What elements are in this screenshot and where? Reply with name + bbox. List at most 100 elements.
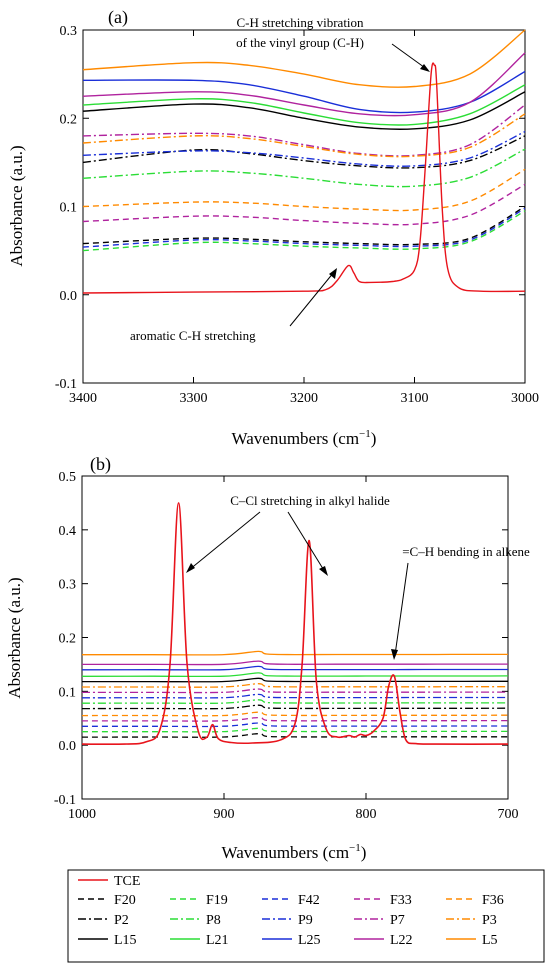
panel-b-series-f19 [81, 727, 508, 733]
legend-label-p7: P7 [390, 913, 405, 928]
panel-b-series [81, 502, 509, 746]
panel-a-series-l22 [82, 52, 526, 117]
panel-b-series-p8 [81, 699, 508, 704]
panel-b-label: (b) [90, 454, 111, 475]
panel-b-series-f33 [81, 716, 508, 722]
legend-label-f33: F33 [390, 893, 412, 908]
panel-a-ticks: 3400 3300 3200 3100 3000 -0.1 0.0 0.1 0.2 0.3 [55, 24, 539, 406]
panel-a-series-tce [82, 62, 526, 294]
panel-b-annotation-ccl: C–Cl stretching in alkyl halide [230, 493, 390, 508]
panel-a-ytick-label-0: -0.1 [55, 377, 77, 392]
panel-b-annotation-ccl-arrowhead1 [186, 563, 195, 573]
panel-b-series-l21 [81, 672, 509, 678]
panel-b-annotation-bending-arrow [394, 562, 409, 656]
panel-b-ytick-label-4: 0.3 [59, 578, 77, 593]
legend-label-p8: P8 [206, 913, 221, 928]
panel-b-annotation-ccl-arrowhead2 [319, 566, 328, 576]
panel-a-xtick-label-4: 3000 [511, 391, 539, 406]
panel-b-ticks: 1000 900 800 700 -0.1 0.0 0.1 0.2 0.3 0.4 0.5 [54, 470, 519, 822]
panel-a-annotation-aromatic-arrowhead [329, 268, 337, 279]
panel-b: (b) 1000 900 800 700-0.10.00.10.20.30.40.5 … [5, 454, 530, 862]
panel-b-xlabel: Wavenumbers (cm−1) [222, 842, 367, 862]
panel-b-series-p9 [81, 693, 508, 699]
panel-b-series-f20 [81, 733, 508, 738]
panel-a-xtick-label-0: 3400 [69, 391, 97, 406]
panel-a-series-f20 [82, 205, 526, 246]
panel-b-series-f42 [82, 722, 508, 728]
panel-b-series-f36 [81, 711, 509, 717]
panel-a-series-f36 [82, 168, 526, 212]
legend-label-p3: P3 [482, 913, 497, 928]
legend-label-f20: F20 [114, 893, 136, 908]
panel-a-series-f33 [82, 183, 526, 226]
panel-b-xtick-label-2: 800 [356, 807, 377, 822]
legend-frame [67, 869, 545, 963]
panel-b-series-l22 [82, 660, 508, 666]
panel-a-xtick-label-2: 3200 [290, 391, 318, 406]
panel-b-series-p7 [81, 688, 508, 694]
panel-a-ytick-label-2: 0.1 [60, 201, 78, 216]
panel-a-series-l25 [82, 70, 526, 114]
panel-a-series-f19 [82, 210, 526, 252]
panel-a-series-p9 [82, 130, 526, 167]
panel-b-series-l5 [82, 650, 508, 656]
panel-b-xtick-label-0: 1000 [68, 807, 96, 822]
panel-a-annotation-vinyl-arrowhead [420, 64, 430, 72]
panel-b-xtick-label-3: 700 [498, 807, 519, 822]
panel-a-annotation-aromatic-arrow [289, 271, 335, 327]
panel-a-ylabel: Absorbance (a.u.) [7, 145, 26, 266]
panel-b-ytick-label-6: 0.5 [59, 470, 77, 485]
panel-a-series-p8 [82, 148, 526, 188]
panel-b-ylabel: Absorbance (a.u.) [5, 577, 24, 698]
legend-items: TCE F20 F19 F42 F33 F36 P2 P8 P9 P7 P3 L15 L21 L25 L22… [78, 874, 504, 948]
panel-a-series-l15 [82, 91, 526, 130]
legend-label-l5: L5 [482, 933, 498, 948]
panel-b-annotation-bending: =C–H bending in alkene [402, 544, 530, 559]
panel-b-plot-frame [81, 475, 509, 800]
panel-b-series-p2 [81, 704, 509, 710]
legend: TCE F20 F19 F42 F33 F36 P2 P8 P9 P7 P3 L15 L21 L25 L22… [67, 869, 545, 963]
panel-a-ytick-label-4: 0.3 [60, 24, 78, 39]
panel-a-series-l5 [82, 29, 526, 88]
panel-b-ytick-label-0: -0.1 [54, 793, 76, 808]
panel-a: (a) 3400 3300 3200 3100 3000 -0.1 0.0 0.1 0.2 0.3… [7, 7, 539, 448]
panel-b-annotation-ccl-arrow2 [287, 511, 326, 573]
panel-a-xtick-label-3: 3100 [401, 391, 429, 406]
panel-a-ytick-label-3: 0.2 [60, 112, 78, 127]
panel-a-series-l21 [82, 84, 526, 126]
panel-b-ytick-label-2: 0.1 [59, 685, 77, 700]
legend-label-l22: L22 [390, 933, 413, 948]
panel-a-label: (a) [108, 7, 128, 28]
panel-b-ytick-label-3: 0.2 [59, 632, 77, 647]
legend-label-f42: F42 [298, 893, 320, 908]
panel-b-series-l25 [81, 665, 508, 671]
panel-a-series-p2 [82, 135, 526, 169]
panel-b-series-tce [81, 502, 509, 746]
panel-b-ytick-label-1: 0.0 [59, 739, 77, 754]
legend-label-tce: TCE [114, 874, 140, 889]
legend-label-l25: L25 [298, 933, 321, 948]
panel-b-series-p3 [82, 683, 508, 688]
panel-b-series-l15 [82, 677, 508, 683]
legend-label-f36: F36 [482, 893, 504, 908]
panel-a-series [82, 29, 526, 294]
panel-a-ytick-label-1: 0.0 [60, 289, 78, 304]
panel-a-annotation-vinyl-arrow [391, 43, 429, 71]
legend-label-l15: L15 [114, 933, 137, 948]
panel-a-annotation-vinyl-line2: of the vinyl group (C-H) [236, 35, 364, 50]
panel-b-ytick-label-5: 0.4 [59, 524, 77, 539]
legend-label-p9: P9 [298, 913, 313, 928]
panel-a-annotation-vinyl-line1: C-H stretching vibration [236, 15, 364, 30]
legend-label-l21: L21 [206, 933, 229, 948]
panel-a-xtick-label-1: 3300 [180, 391, 208, 406]
legend-label-p2: P2 [114, 913, 129, 928]
panel-a-series-p7 [82, 104, 526, 157]
legend-label-f19: F19 [206, 893, 228, 908]
panel-b-annotation-ccl-arrow1 [188, 511, 261, 571]
panel-a-xlabel: Wavenumbers (cm−1) [232, 428, 377, 448]
panel-a-series-p3 [82, 113, 526, 158]
panel-b-annotation-bending-arrowhead [391, 649, 398, 660]
panel-a-series-f42 [82, 207, 526, 248]
panel-b-xtick-label-1: 900 [214, 807, 235, 822]
